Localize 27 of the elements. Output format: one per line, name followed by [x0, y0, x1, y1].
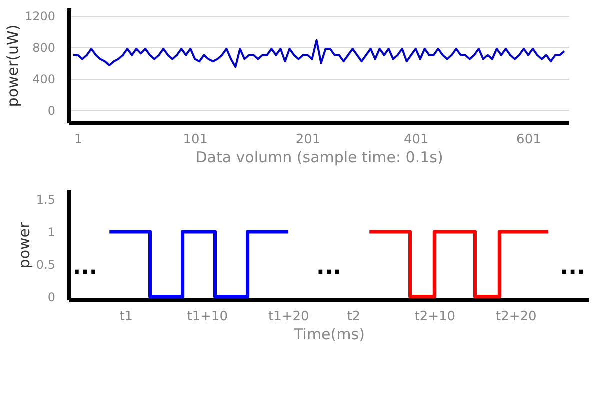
- y-axis-title: power(uW): [4, 24, 22, 108]
- x-tick-label: t1: [120, 310, 134, 324]
- annotation: ...: [72, 255, 98, 280]
- x-tick-label: 1: [74, 132, 83, 148]
- x-tick-label: t2: [347, 310, 361, 324]
- x-axis-title: Data volumn (sample time: 0.1s): [196, 148, 444, 166]
- y-axis-title: power: [15, 221, 34, 269]
- x-tick-label: t2+20: [496, 310, 537, 324]
- y-tick-label: 400: [32, 72, 56, 86]
- x-axis-title: Time(ms): [293, 326, 365, 344]
- x-tick-label: 401: [404, 132, 429, 148]
- x-tick-label: t1+10: [187, 310, 228, 324]
- x-tick-label: 601: [516, 132, 542, 148]
- y-tick-label: 1200: [24, 9, 56, 24]
- annotation: ...: [560, 255, 586, 280]
- x-tick-label: t2+10: [414, 310, 456, 324]
- y-tick-label: 800: [32, 40, 56, 55]
- y-tick-label: 0: [48, 104, 56, 118]
- line-series: [72, 39, 566, 68]
- x-tick-label: 201: [296, 132, 321, 148]
- y-tick-label: 0: [48, 290, 56, 304]
- y-tick-label: 1.5: [36, 193, 56, 208]
- x-tick-label: 101: [183, 132, 208, 148]
- x-tick-label: t1+20: [268, 310, 310, 324]
- y-tick-label: 0.5: [36, 258, 56, 272]
- y-tick-label: 1: [48, 226, 56, 240]
- annotation: ...: [316, 255, 342, 280]
